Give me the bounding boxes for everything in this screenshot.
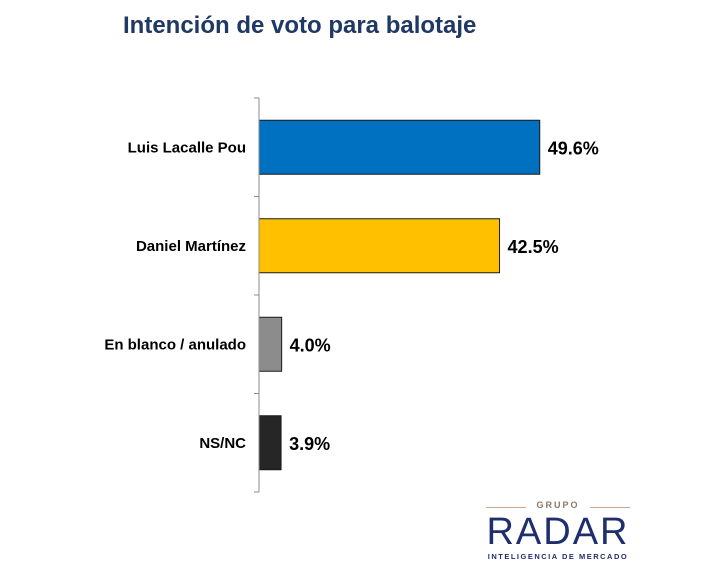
logo-grupo-text: GRUPO — [478, 500, 638, 514]
value-label: 3.9% — [289, 434, 330, 454]
logo-radar-text: RADAR — [486, 511, 630, 553]
value-label: 42.5% — [508, 237, 559, 257]
category-label: Daniel Martínez — [136, 238, 246, 255]
category-label: En blanco / anulado — [104, 336, 246, 353]
value-label: 49.6% — [548, 138, 599, 158]
category-label: Luis Lacalle Pou — [128, 139, 246, 156]
value-label: 4.0% — [290, 335, 331, 355]
bar-1 — [258, 218, 501, 274]
logo-subtitle-text: INTELIGENCIA DE MERCADO — [487, 552, 629, 561]
grupo-radar-logo: GRUPO RADAR INTELIGENCIA DE MERCADO — [478, 500, 638, 566]
chart-title: Intención de voto para balotaje — [123, 12, 476, 39]
bar-2 — [258, 316, 283, 372]
bar-3 — [258, 415, 282, 471]
bar-0 — [258, 119, 541, 175]
category-label: NS/NC — [199, 435, 246, 452]
